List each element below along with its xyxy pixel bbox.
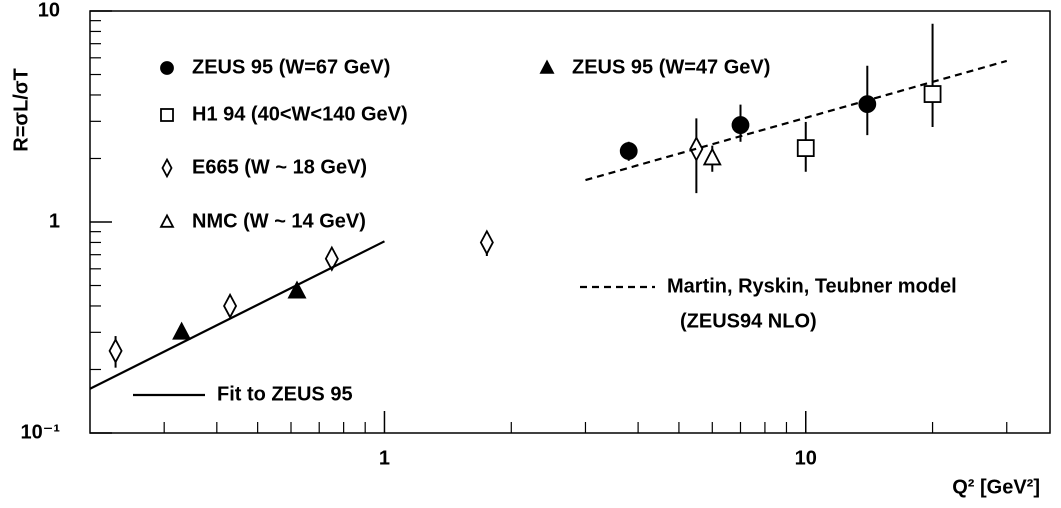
- x-axis-label: Q² [GeV²]: [952, 476, 1040, 498]
- point: [108, 337, 123, 364]
- y-tick-label: 1: [49, 210, 60, 232]
- legend-label: Martin, Ryskin, Teubner model: [667, 275, 957, 297]
- point: [324, 245, 339, 272]
- legend-label: Fit to ZEUS 95: [217, 383, 353, 405]
- point: [172, 321, 192, 340]
- point: [923, 85, 942, 103]
- point: [223, 292, 238, 320]
- point: [858, 95, 877, 114]
- legend-label: H1 94 (40<W<140 GeV): [192, 103, 408, 125]
- y-axis-label: R=σL/σT: [10, 68, 32, 151]
- legend-label: ZEUS 95 (W=47 GeV): [572, 56, 770, 78]
- legend-symbol: [161, 157, 173, 179]
- point: [702, 147, 722, 166]
- model-line: [585, 59, 1008, 182]
- x-tick-label: 10: [795, 447, 817, 469]
- y-tick-label: 10: [38, 0, 60, 21]
- point: [689, 135, 704, 163]
- model-line: [89, 240, 385, 390]
- legend-symbol: [160, 108, 174, 122]
- point: [796, 139, 815, 157]
- legend-symbol: [159, 213, 175, 228]
- point: [479, 229, 494, 256]
- legend-label: NMC (W ~ 14 GeV): [192, 210, 366, 232]
- point: [619, 142, 638, 160]
- x-tick-label: 1: [379, 447, 390, 469]
- point: [287, 280, 307, 299]
- legend-symbol: [539, 59, 555, 74]
- y-tick-label: 10⁻¹: [21, 421, 61, 443]
- legend-label: E665 (W ~ 18 GeV): [192, 156, 367, 178]
- legend-label: ZEUS 95 (W=67 GeV): [192, 56, 390, 78]
- point: [731, 116, 750, 134]
- legend-symbol: [160, 61, 174, 75]
- annotation: (ZEUS94 NLO): [680, 310, 817, 332]
